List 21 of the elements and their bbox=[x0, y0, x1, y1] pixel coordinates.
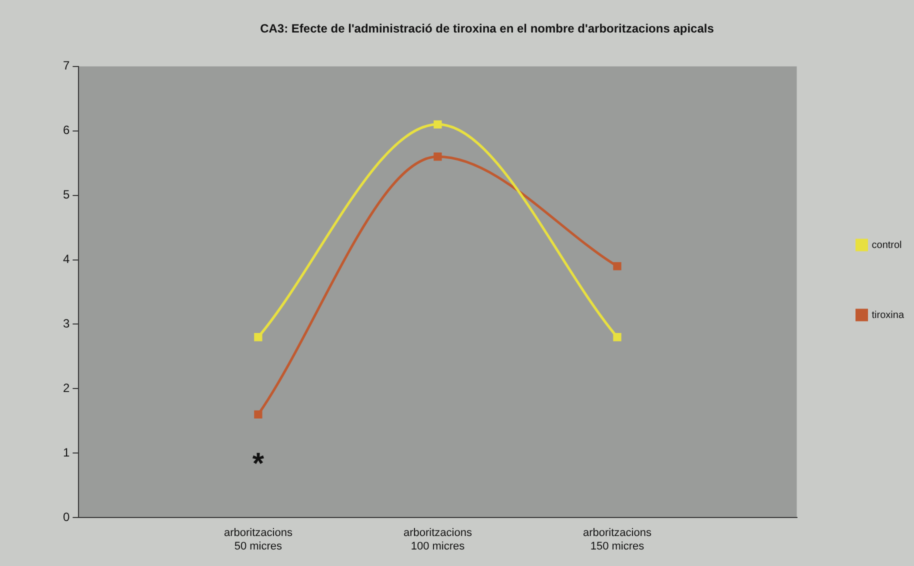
y-tick-label: 1 bbox=[62, 445, 70, 460]
annotation: * bbox=[252, 448, 264, 481]
y-tick-label: 2 bbox=[62, 381, 70, 395]
point bbox=[434, 152, 442, 161]
point bbox=[254, 410, 262, 419]
x-tick-label: arboritzacions 50 micres bbox=[224, 527, 293, 552]
y-tick-label: 3 bbox=[62, 316, 70, 331]
point bbox=[254, 333, 262, 342]
y-tick-label: 0 bbox=[62, 510, 70, 524]
y-tick-label: 6 bbox=[62, 123, 70, 138]
x-tick-label: arboritzacions 100 micres bbox=[403, 527, 472, 552]
point bbox=[434, 120, 442, 128]
point bbox=[613, 262, 622, 270]
y-tick-label: 4 bbox=[62, 252, 70, 266]
y-tick-label: 7 bbox=[62, 58, 70, 73]
legend-label: control bbox=[872, 240, 902, 251]
point bbox=[613, 333, 622, 342]
x-tick-label: arboritzacions 150 micres bbox=[583, 527, 652, 552]
legend-label: tiroxina bbox=[872, 310, 904, 321]
y-tick-label: 5 bbox=[62, 188, 70, 202]
chart-title: CA3: Efecte de l'administració de tiroxina en el nombre d'arboritzacions apicals bbox=[260, 22, 714, 36]
